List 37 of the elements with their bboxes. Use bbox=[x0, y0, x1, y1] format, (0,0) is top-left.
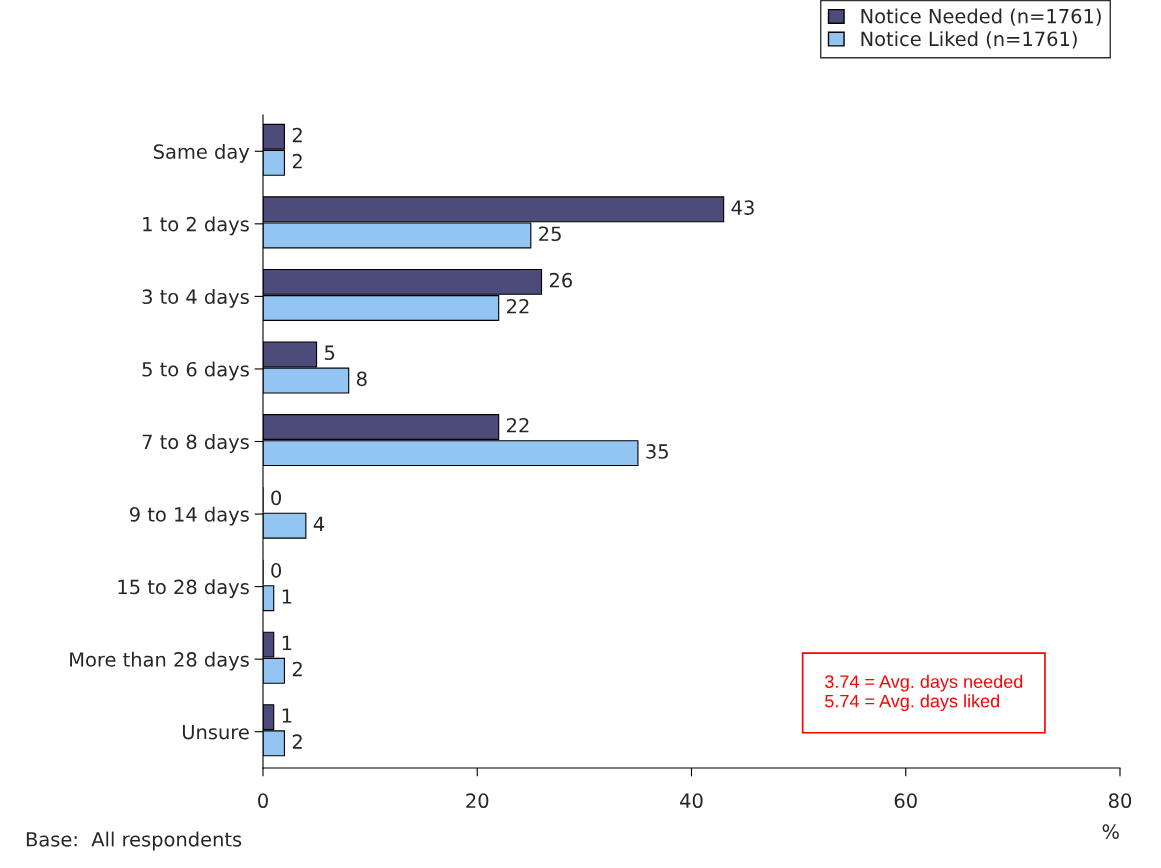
data-label: 2 bbox=[292, 734, 302, 749]
data-label: 43 bbox=[731, 200, 754, 215]
data-label: 35 bbox=[646, 444, 668, 459]
x-tick-label: 60 bbox=[894, 793, 917, 809]
y-tick-label: 9 to 14 days bbox=[129, 506, 249, 526]
data-label: 25 bbox=[539, 226, 561, 242]
y-tick-label: 5 to 6 days bbox=[142, 361, 249, 381]
data-label: 0 bbox=[271, 490, 282, 506]
data-label: 26 bbox=[549, 272, 572, 288]
data-label: 4 bbox=[313, 516, 325, 532]
text: Base: All respondents bbox=[26, 831, 242, 851]
data-label: 5 bbox=[325, 345, 335, 361]
y-tick-label: 15 to 28 days bbox=[118, 579, 249, 599]
x-tick-label: 80 bbox=[1108, 793, 1132, 809]
data-label: 1 bbox=[282, 635, 292, 651]
y-tick-label: 1 to 2 days bbox=[143, 216, 249, 236]
legend-label: Notice Liked (n=1761) bbox=[861, 31, 1077, 49]
y-tick-label: Same day bbox=[153, 143, 250, 163]
data-label: 1 bbox=[282, 708, 292, 723]
data-label: 1 bbox=[282, 589, 292, 604]
data-label: 2 bbox=[292, 661, 302, 677]
data-label: 2 bbox=[292, 127, 302, 143]
data-label: 0 bbox=[271, 563, 282, 578]
y-tick-label: Unsure bbox=[182, 724, 249, 740]
data-label: 22 bbox=[507, 298, 529, 314]
legend-label: Notice Needed (n=1761) bbox=[861, 8, 1101, 26]
data-label: 8 bbox=[356, 371, 367, 387]
data-label: 2 bbox=[292, 153, 302, 169]
y-tick-label: 3 to 4 days bbox=[142, 289, 249, 308]
y-tick-label: 7 to 8 days bbox=[142, 434, 249, 453]
x-axis-title: % bbox=[1102, 824, 1119, 839]
x-tick-label: 0 bbox=[258, 793, 268, 809]
x-tick-label: 20 bbox=[466, 793, 489, 809]
annotation: 3.74 = Avg. days needed 5.74 = Avg. days liked bbox=[825, 674, 1023, 712]
y-tick-label: More than 28 days bbox=[70, 651, 249, 671]
x-tick-label: 40 bbox=[680, 793, 703, 809]
data-label: 22 bbox=[507, 417, 529, 433]
